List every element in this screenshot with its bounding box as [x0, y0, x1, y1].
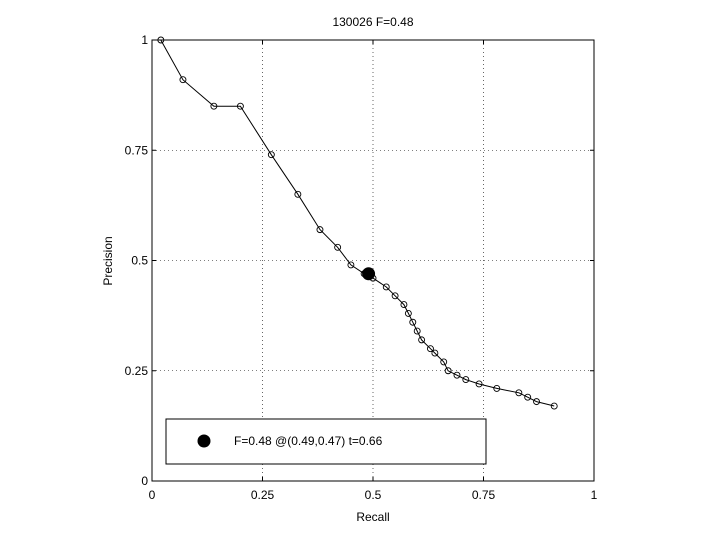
data-point [515, 389, 523, 397]
grid-lines [152, 40, 594, 481]
data-point [493, 384, 501, 392]
x-tick-label: 0 [149, 488, 156, 502]
x-tick-labels: 0 0.25 0.5 0.75 1 [149, 488, 598, 502]
y-tick-label: 0 [141, 474, 148, 488]
data-point [475, 380, 483, 388]
data-point [334, 243, 342, 251]
y-tick-labels: 0 0.25 0.5 0.75 1 [125, 33, 149, 488]
legend: F=0.48 @(0.49,0.47) t=0.66 [165, 418, 487, 465]
data-point [413, 327, 421, 335]
data-point [524, 393, 532, 401]
y-tick-label: 0.25 [125, 364, 149, 378]
data-point [236, 102, 244, 110]
data-point [267, 151, 275, 159]
data-point [382, 283, 390, 291]
best-f-point [362, 267, 376, 281]
data-point [550, 402, 558, 410]
data-point [400, 301, 408, 309]
data-point [418, 336, 426, 344]
data-point [427, 345, 434, 353]
legend-text: F=0.48 @(0.49,0.47) t=0.66 [234, 434, 383, 448]
precision-recall-series [157, 36, 558, 410]
x-tick-label: 1 [591, 488, 598, 502]
chart-title: 130026 F=0.48 [332, 15, 413, 29]
data-point [440, 358, 448, 366]
x-axis-label: Recall [356, 510, 389, 524]
legend-marker [197, 434, 211, 448]
data-point [316, 226, 324, 234]
data-point [444, 367, 452, 375]
axis-ticks [151, 39, 595, 482]
data-point [409, 318, 417, 326]
y-tick-label: 0.75 [125, 143, 149, 157]
data-point [404, 309, 412, 317]
data-point [347, 261, 355, 269]
x-tick-label: 0.25 [251, 488, 275, 502]
data-point [294, 190, 302, 198]
y-axis-label: Precision [101, 236, 115, 285]
data-point [453, 371, 461, 379]
y-tick-label: 1 [141, 33, 148, 47]
data-point [179, 76, 187, 84]
data-point [431, 349, 439, 357]
data-point [210, 102, 218, 110]
data-point [533, 398, 540, 406]
series-line [160, 39, 555, 407]
data-point [157, 36, 165, 44]
legend-box [165, 418, 487, 465]
data-point [462, 376, 470, 384]
x-tick-label: 0.5 [365, 488, 382, 502]
y-tick-label: 0.5 [131, 254, 148, 268]
x-tick-label: 0.75 [472, 488, 496, 502]
data-point [391, 292, 399, 300]
